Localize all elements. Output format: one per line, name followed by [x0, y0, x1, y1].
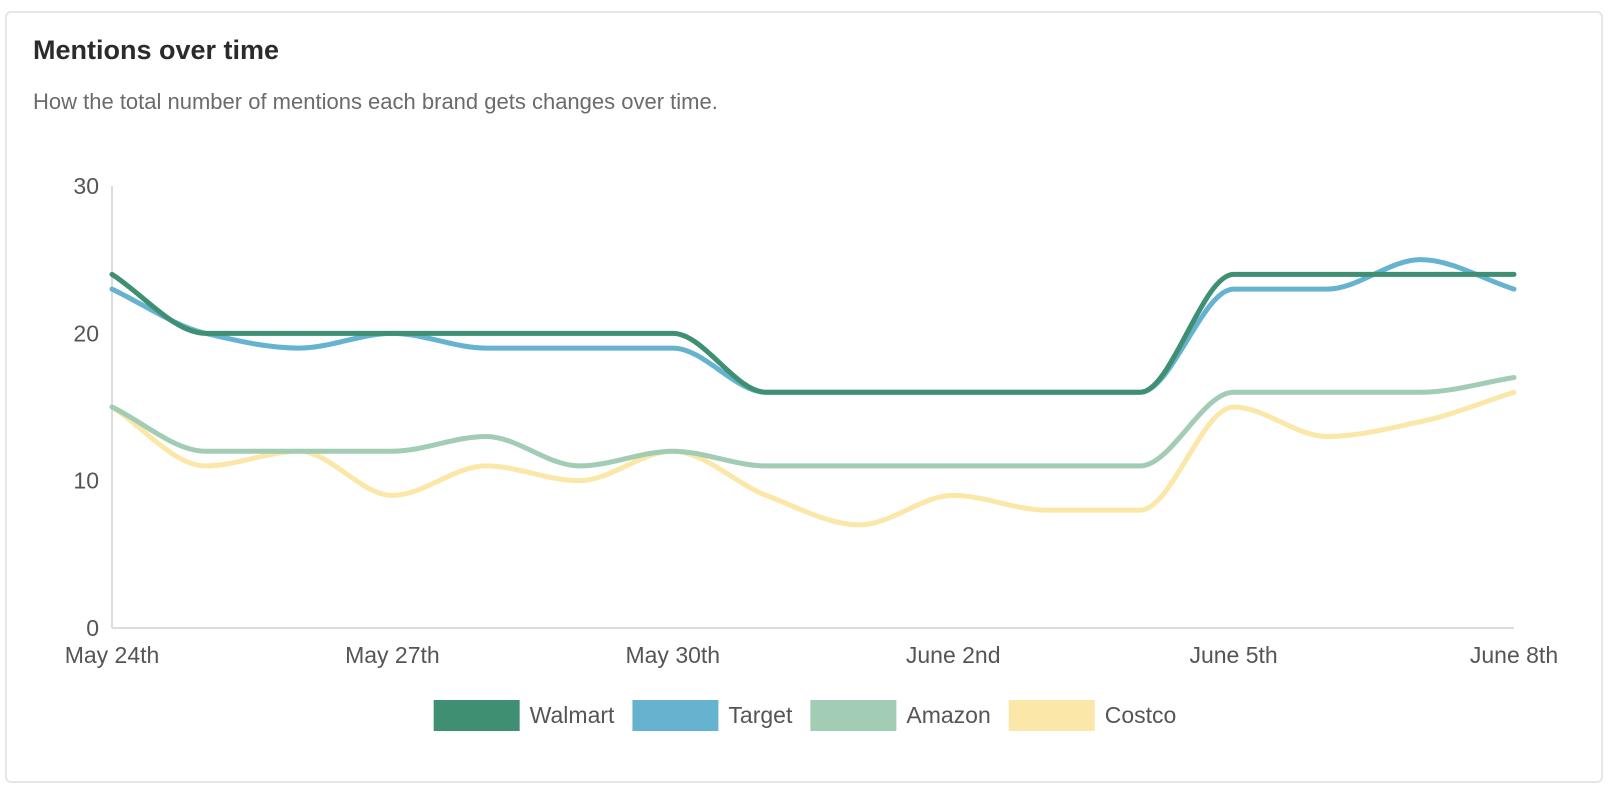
legend-label: Walmart	[530, 702, 615, 728]
chart-axes: 0 10 20 30 May 24th May 27th May 30th June 2nd J…	[65, 173, 1558, 668]
y-tick-label: 30	[73, 173, 99, 199]
legend-swatch	[632, 700, 719, 731]
legend-item-target[interactable]: Target	[632, 700, 793, 731]
series-line-amazon	[109, 375, 1517, 469]
x-tick-label: May 24th	[65, 642, 160, 668]
legend-item-amazon[interactable]: Amazon	[810, 700, 991, 731]
legend-label: Amazon	[906, 702, 990, 728]
legend-swatch	[810, 700, 897, 731]
series-line-target	[109, 257, 1517, 395]
chart-legend: Walmart Target Amazon Costco	[433, 700, 1177, 731]
legend-swatch	[1008, 700, 1095, 731]
x-tick-label: June 8th	[1470, 642, 1558, 668]
x-tick-label: May 27th	[345, 642, 440, 668]
x-tick-label: May 30th	[625, 642, 720, 668]
chart-subtitle: How the total number of mentions each br…	[33, 89, 718, 114]
y-tick-label: 10	[73, 468, 99, 494]
series-line-costco	[109, 389, 1517, 528]
x-tick-label: June 2nd	[906, 642, 1001, 668]
legend-item-walmart[interactable]: Walmart	[433, 700, 615, 731]
chart-card	[5, 11, 1603, 783]
legend-label: Costco	[1105, 702, 1177, 728]
legend-swatch	[433, 700, 520, 731]
chart-title: Mentions over time	[33, 35, 280, 65]
y-tick-label: 20	[73, 320, 99, 346]
x-tick-label: June 5th	[1189, 642, 1277, 668]
chart-series-lines	[109, 257, 1517, 528]
series-line-walmart	[109, 271, 1517, 395]
legend-item-costco[interactable]: Costco	[1008, 700, 1177, 731]
y-tick-label: 0	[86, 615, 99, 641]
legend-label: Target	[728, 702, 793, 728]
